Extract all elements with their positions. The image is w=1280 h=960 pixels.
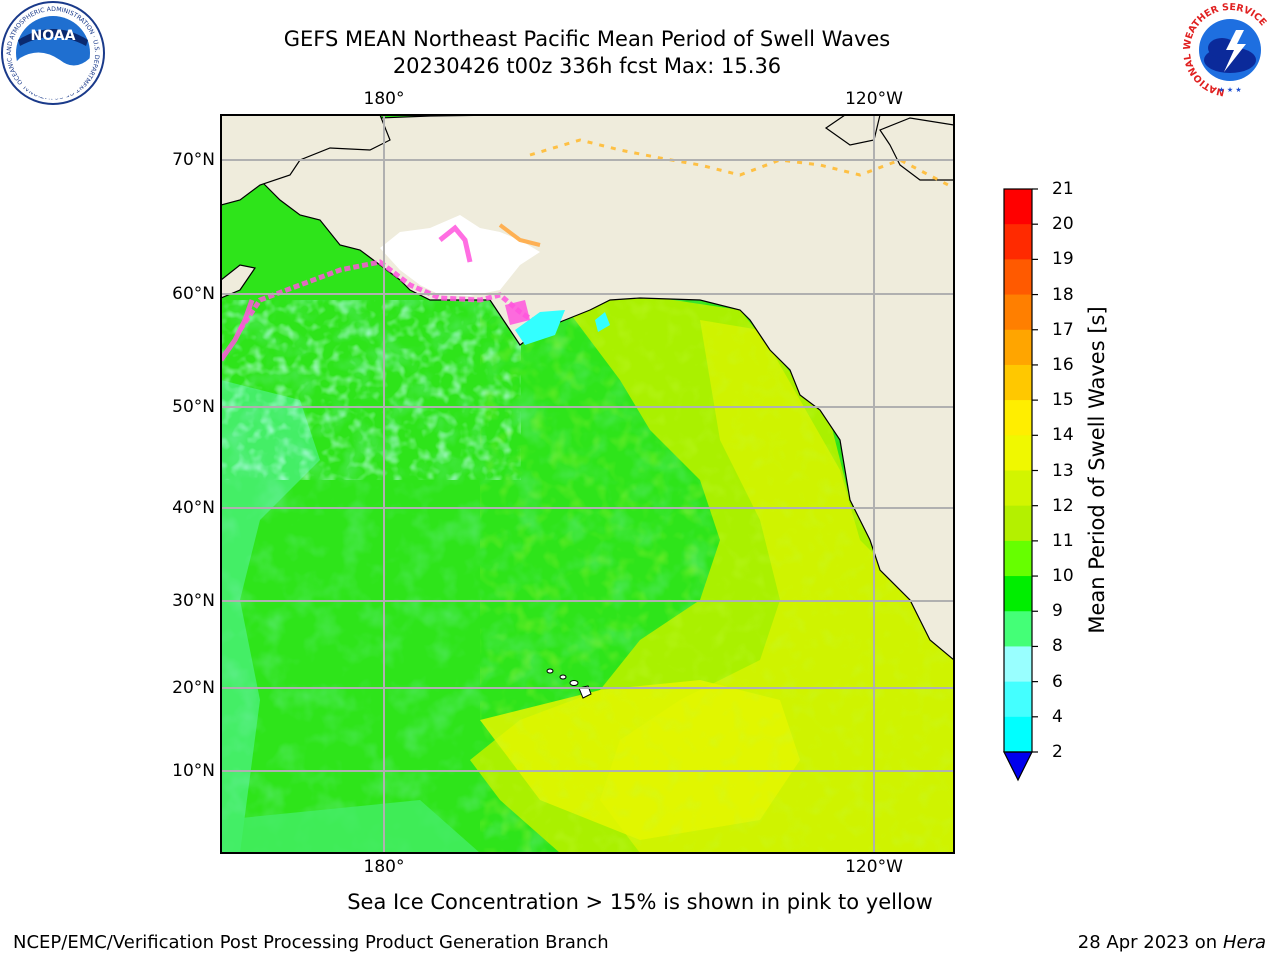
colorbar-segment	[1004, 470, 1032, 507]
colorbar-tick-label: 17	[1052, 319, 1074, 340]
noaa-logo-text: NOAA	[31, 28, 76, 44]
bottom-lon-label-180: 180°	[363, 857, 405, 877]
lat-label-60n: 60°N	[172, 284, 215, 304]
colorbar-tick-label: 19	[1052, 249, 1074, 270]
colorbar-segment	[1004, 259, 1032, 296]
colorbar-segment	[1004, 435, 1032, 471]
bottom-lon-label-120w: 120°W	[845, 857, 903, 877]
colorbar-tick-label: 15	[1052, 390, 1074, 411]
lat-label-20n: 20°N	[172, 678, 215, 698]
colorbar-segment	[1004, 329, 1032, 366]
colorbar-tick-label: 12	[1052, 495, 1074, 516]
top-lon-label-180: 180°	[363, 89, 405, 109]
colorbar-tick-label: 2	[1052, 742, 1063, 762]
colorbar-segment	[1004, 611, 1032, 647]
map-border	[220, 114, 955, 854]
colorbar-segment	[1004, 400, 1032, 436]
noaa-logo: NATIONAL OCEANIC AND ATMOSPHERIC ADMINIS…	[0, 0, 105, 105]
colorbar-title: Mean Period of Swell Waves [s]	[1085, 306, 1109, 634]
sea-ice-caption: Sea Ice Concentration > 15% is shown in …	[347, 890, 933, 914]
colorbar-tick-label: 14	[1052, 425, 1074, 446]
top-lon-label-120w: 120°W	[845, 89, 903, 109]
colorbar-segment	[1004, 224, 1032, 260]
colorbar-segment	[1004, 294, 1032, 331]
footer-date: 28 Apr 2023 on Hera	[1078, 932, 1266, 953]
colorbar-tick-label: 9	[1052, 601, 1063, 622]
colorbar-segment	[1004, 505, 1032, 542]
lat-label-30n: 30°N	[172, 591, 215, 611]
colorbar-tick-label: 13	[1052, 460, 1074, 481]
colorbar-tick-label: 16	[1052, 354, 1074, 375]
chart-title: GEFS MEAN Northeast Pacific Mean Period …	[283, 27, 891, 51]
graticule	[221, 115, 954, 853]
footer-host: Hera	[1222, 932, 1266, 953]
sea-ice	[380, 215, 540, 296]
nws-stars: ★ ★ ★	[1218, 86, 1241, 94]
chart-subtitle: 20230426 t00z 336h fcst Max: 15.36	[392, 54, 782, 78]
colorbar-tick-label: 10	[1052, 566, 1074, 587]
lat-label-70n: 70°N	[172, 150, 215, 170]
colorbar-segment	[1004, 681, 1032, 718]
colorbar-segment	[1004, 189, 1032, 225]
footer-date-text: 28 Apr 2023 on	[1077, 932, 1218, 953]
colorbar-segment	[1004, 716, 1032, 753]
colorbar-tick-label: 4	[1052, 706, 1063, 727]
colorbar-segment	[1004, 646, 1032, 683]
colorbar-tick-label: 21	[1052, 179, 1074, 199]
colorbar-extend-arrow	[1003, 751, 1033, 782]
lat-label-10n: 10°N	[172, 761, 215, 781]
colorbar-tick-label: 20	[1052, 214, 1074, 235]
colorbar-tick-label: 6	[1052, 671, 1063, 692]
colorbar-segment	[1004, 576, 1032, 612]
colorbar-tick-label: 18	[1052, 284, 1074, 305]
colorbar-segment	[1004, 364, 1032, 401]
footer-credit: NCEP/EMC/Verification Post Processing Pr…	[13, 932, 609, 953]
colorbar-tick-label: 11	[1052, 530, 1074, 551]
colorbar-tick-label: 8	[1052, 636, 1063, 657]
nws-logo: NATIONAL WEATHER SERVICE ★ ★ ★	[1182, 2, 1278, 98]
lat-label-40n: 40°N	[172, 498, 215, 518]
colorbar	[1003, 188, 1038, 782]
lat-label-50n: 50°N	[172, 397, 215, 417]
colorbar-segment	[1004, 540, 1032, 577]
